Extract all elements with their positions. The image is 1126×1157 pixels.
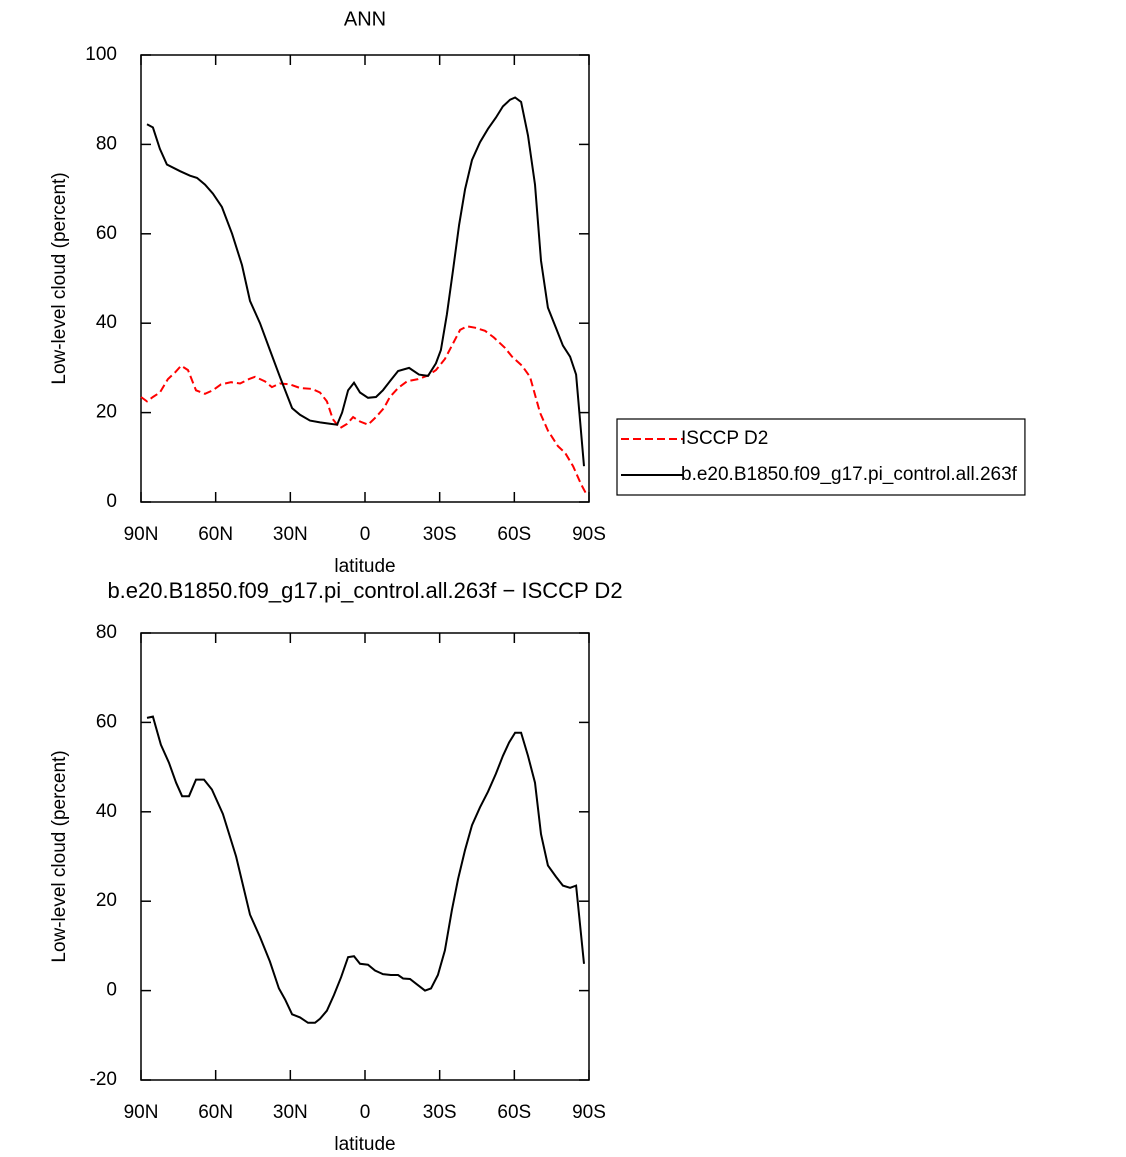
x-tick-label: 30S bbox=[423, 524, 457, 545]
legend-label: b.e20.B1850.f09_g17.pi_control.all.263f bbox=[681, 464, 1018, 485]
y-tick-label: 60 bbox=[96, 223, 117, 244]
y-tick-label: 100 bbox=[85, 44, 117, 65]
legend-label: ISCCP D2 bbox=[681, 428, 768, 449]
y-axis-label: Low-level cloud (percent) bbox=[49, 172, 70, 384]
x-tick-label: 90N bbox=[124, 1102, 159, 1123]
plot-frame bbox=[140, 54, 590, 503]
y-tick-label: 40 bbox=[96, 801, 117, 822]
x-axis-label: latitude bbox=[334, 556, 395, 577]
y-tick-label: 20 bbox=[96, 402, 117, 423]
x-axis-label: latitude bbox=[334, 1134, 395, 1155]
data-line bbox=[146, 96, 585, 467]
x-tick-label: 30N bbox=[273, 1102, 308, 1123]
x-tick-label: 60S bbox=[497, 1102, 531, 1123]
chart-title: ANN bbox=[344, 8, 386, 30]
y-tick-label: -20 bbox=[90, 1069, 117, 1090]
x-tick-label: 90N bbox=[124, 524, 159, 545]
x-tick-label: 0 bbox=[360, 1102, 371, 1123]
y-tick-label: 40 bbox=[96, 312, 117, 333]
y-tick-label: 20 bbox=[96, 890, 117, 911]
x-tick-label: 30S bbox=[423, 1102, 457, 1123]
legend-box bbox=[616, 418, 1026, 496]
x-tick-label: 90S bbox=[572, 1102, 606, 1123]
y-tick-label: 80 bbox=[96, 133, 117, 154]
x-tick-label: 60N bbox=[198, 1102, 233, 1123]
data-line bbox=[146, 715, 585, 1024]
y-tick-label: 80 bbox=[96, 622, 117, 643]
x-tick-label: 0 bbox=[360, 524, 371, 545]
y-tick-label: 0 bbox=[106, 491, 117, 512]
plot-frame bbox=[140, 632, 590, 1081]
x-tick-label: 90S bbox=[572, 524, 606, 545]
y-tick-label: 60 bbox=[96, 711, 117, 732]
chart-title: b.e20.B1850.f09_g17.pi_control.all.263f … bbox=[107, 578, 622, 603]
x-tick-label: 30N bbox=[273, 524, 308, 545]
data-line bbox=[140, 325, 588, 496]
x-tick-label: 60N bbox=[198, 524, 233, 545]
x-tick-label: 60S bbox=[497, 524, 531, 545]
y-tick-label: 0 bbox=[106, 980, 117, 1001]
y-axis-label: Low-level cloud (percent) bbox=[49, 750, 70, 962]
